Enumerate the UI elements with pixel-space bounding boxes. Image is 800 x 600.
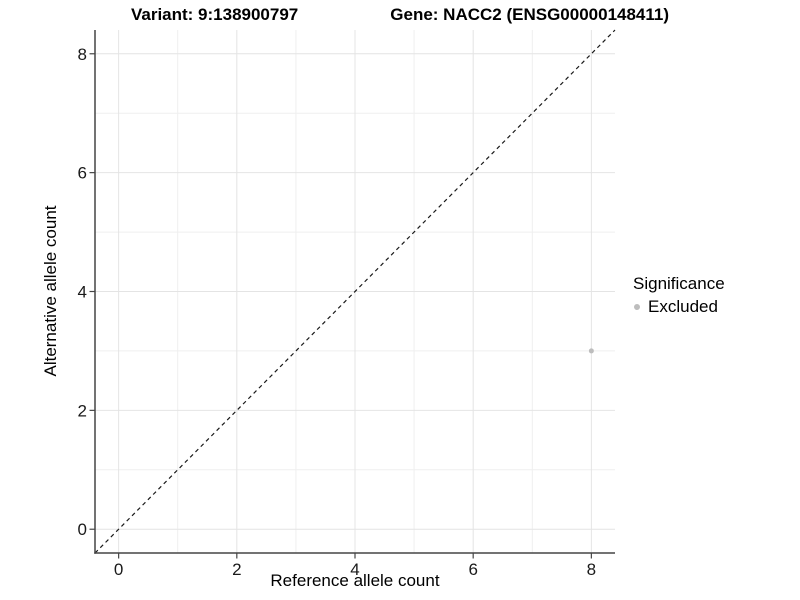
plot-titles: Variant: 9:138900797 Gene: NACC2 (ENSG00… — [0, 5, 800, 25]
legend-key-dot-icon — [634, 304, 640, 310]
legend: Significance Excluded — [633, 274, 725, 317]
y-axis-title: Alternative allele count — [41, 205, 60, 377]
y-tick-label: 8 — [78, 45, 87, 64]
data-point — [588, 348, 594, 354]
x-tick-label: 6 — [468, 560, 477, 579]
y-tick-label: 0 — [78, 520, 87, 539]
x-tick-label: 0 — [114, 560, 123, 579]
y-tick-label: 2 — [78, 401, 87, 420]
identity-line — [94, 29, 616, 554]
y-tick-label: 6 — [78, 164, 87, 183]
y-tick-label: 4 — [78, 283, 87, 302]
gene-title: Gene: NACC2 (ENSG00000148411) — [390, 5, 670, 24]
variant-title: Variant: 9:138900797 — [130, 5, 299, 24]
legend-item-label: Excluded — [648, 297, 718, 316]
legend-item-excluded: Excluded — [634, 297, 725, 317]
x-axis-title: Reference allele count — [270, 571, 440, 590]
legend-title: Significance — [633, 274, 725, 293]
x-tick-label: 2 — [232, 560, 241, 579]
x-tick-label: 4 — [350, 560, 359, 579]
x-tick-label: 8 — [587, 560, 596, 579]
